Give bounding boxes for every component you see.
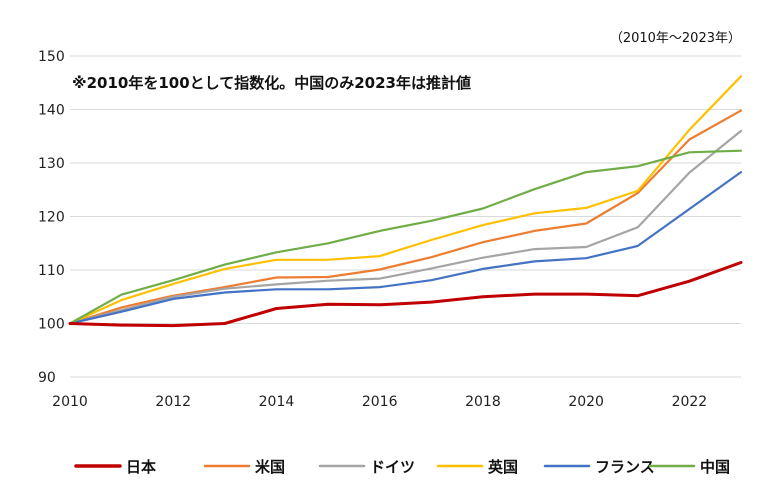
x-tick-label: 2016 <box>362 394 398 410</box>
legend-label: フランス <box>595 458 655 476</box>
y-axis-ticks: 90 100 110 120 130 140 150 <box>38 49 65 386</box>
x-tick-label: 2014 <box>259 394 295 410</box>
y-tick-label: 120 <box>38 210 65 226</box>
series-line-2 <box>68 109 743 325</box>
series-line-4 <box>68 75 743 325</box>
x-tick-label: 2018 <box>465 394 501 410</box>
annotation-note: ※2010年を100として指数化。中国のみ2023年は推計値 <box>72 74 471 92</box>
series-lines <box>68 75 743 328</box>
x-axis-ticks: 2010 2012 2014 2016 2018 2020 2022 <box>52 394 707 410</box>
y-tick-label: 110 <box>38 263 65 279</box>
series-line-3 <box>68 129 743 325</box>
x-tick-label: 2012 <box>155 394 191 410</box>
range-note: （2010年～2023年） <box>610 31 741 46</box>
legend-label: 日本 <box>126 458 156 476</box>
legend-label: 英国 <box>488 458 518 476</box>
y-tick-label: 130 <box>38 156 65 172</box>
x-tick-label: 2020 <box>568 394 604 410</box>
x-tick-label: 2010 <box>52 394 88 410</box>
legend: 日本 米国 ドイツ 英国 フランス 中国 <box>74 458 730 476</box>
legend-label: 米国 <box>255 458 285 476</box>
legend-label: 中国 <box>700 458 730 476</box>
legend-label: ドイツ <box>370 458 415 476</box>
gridlines <box>70 55 741 378</box>
y-tick-label: 140 <box>38 103 65 119</box>
series-line-6 <box>68 149 743 325</box>
y-tick-label: 90 <box>38 370 56 386</box>
x-tick-label: 2022 <box>672 394 708 410</box>
series-line-5 <box>68 171 743 325</box>
series-line-1 <box>68 261 743 328</box>
y-tick-label: 100 <box>38 317 65 333</box>
y-tick-label: 150 <box>38 49 65 65</box>
